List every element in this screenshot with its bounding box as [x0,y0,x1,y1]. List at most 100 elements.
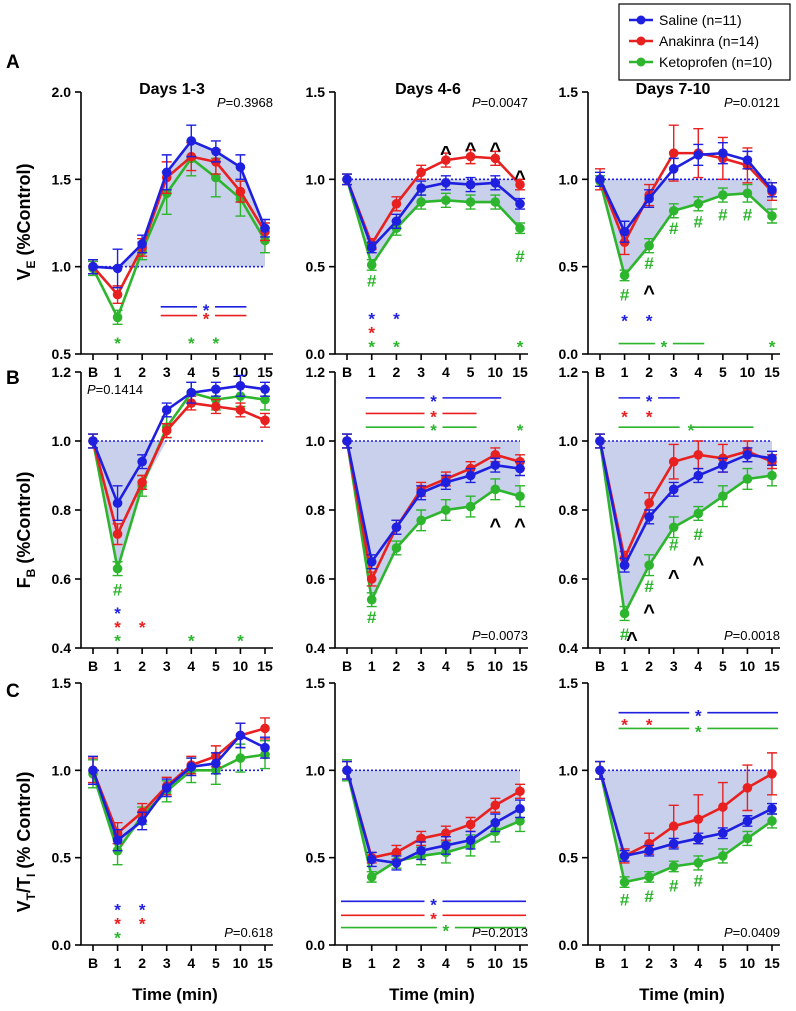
c3-ytick-label: 0.5 [559,850,579,866]
c2-ytick-label: 1.5 [306,675,326,691]
a3-point-ketoprofen [718,190,728,200]
c3-xtick-label: B [595,955,605,971]
b1-point-saline [211,384,221,395]
a1-line-saline [92,139,267,270]
legend-marker-anakinra [636,36,646,46]
b3-sig-caret: ^ [692,553,704,575]
c1-point-anakinra [260,723,270,734]
c2-sig-star: * [430,909,437,928]
a2-xtick-label: 3 [417,364,425,380]
c3-point-ketoprofen [619,877,630,887]
a3-p-value: P=0.0121 [724,95,780,110]
c3-sig-hash: # [669,877,679,896]
c3-point-anakinra [718,802,728,812]
a3-sig-star: * [661,338,668,357]
c2-point-anakinra [490,800,501,811]
b3-point-anakinra [693,450,704,460]
b2-ytick-label: 0.4 [306,640,326,656]
c1-sig-star: * [114,929,121,948]
a1-point-saline [137,239,147,249]
b3-p-value: P=0.0018 [724,628,780,643]
a2-point-saline [490,178,501,188]
a2-sig-caret: ^ [514,167,526,189]
a2-sig-caret: ^ [465,139,477,161]
b1-ytick-label: 1.0 [52,433,72,449]
b3-point-anakinra [668,456,679,467]
c3-shaded-region [600,770,772,883]
c1-ytick-label: 0.0 [52,937,72,953]
a2-point-saline [391,216,402,227]
b1-sig-star: * [114,604,121,623]
c1-point-saline [260,742,270,753]
c1-point-saline [137,816,147,826]
a1-ytick-label: 1.0 [52,259,72,275]
a1-line-anakinra [92,155,267,297]
c1-xtick-label: 2 [138,955,146,971]
a3-point-ketoprofen [668,205,679,216]
b3-point-ketoprofen [693,508,704,519]
ylabel-row-b: FB (%Control) [14,472,38,589]
c1-point-saline [211,758,221,769]
a3-ytick-label: 1.5 [559,84,579,100]
a1-line-ketoprofen [91,156,267,321]
a2-xtick-label: 2 [393,364,401,380]
c3-point-ketoprofen [718,851,728,861]
b3-xtick-label: 4 [694,658,702,674]
b2-line-ketoprofen [345,440,521,605]
a2-xtick-label: B [342,364,352,380]
b1-sig-star: * [114,618,121,637]
a1-point-saline [186,136,197,146]
a2-xtick-label: 4 [442,364,450,380]
b1-point-saline [260,384,270,395]
b1-point-anakinra [211,401,221,412]
b2-point-ketoprofen [391,543,402,553]
c3-ytick-label: 0.0 [559,937,579,953]
c3-xtick-label: 3 [670,955,678,971]
a1-p-value: P=0.3968 [217,95,273,110]
a3-sig-hash: # [743,205,753,224]
b1-sig-star: * [237,632,244,651]
c3-sig-star: * [695,722,702,741]
a3-point-saline [619,226,630,237]
legend-label-anakinra: Anakinra (n=14) [659,33,759,49]
b1-xtick-label: 5 [212,658,220,674]
b2-xtick-label: B [342,658,352,674]
b2-xtick-label: 5 [467,658,475,674]
b1-series-saline [88,374,270,522]
c3-point-anakinra [767,769,777,779]
b1-ytick-label: 1.2 [52,364,72,380]
c3-point-anakinra [668,821,679,832]
a3-point-saline [767,185,777,195]
b3-ytick-label: 1.0 [559,433,579,449]
b2-point-saline [490,460,501,470]
c2-point-anakinra [391,847,402,858]
b2-sig-hash: # [367,608,377,627]
a2-xtick-label: 1 [368,364,376,380]
a2-ytick-label: 1.5 [306,84,326,100]
b3-ytick-label: 0.8 [559,502,579,518]
b1-sig-star: * [188,632,195,651]
a3-xtick-label: B [595,364,605,380]
a3-sig-star: * [646,311,653,330]
a2-sig-caret: ^ [440,143,452,165]
panel-c-days-7-10: 0.00.51.01.5B 1 2 3 4 5 10 15P=0.0409** * *# ## # [559,675,780,971]
a3-point-saline [693,150,704,160]
panel-b-days-7-10: 0.40.60.81.01.2B 1 2 3 4 5 10 15P=0.0018** **###… [559,364,780,674]
b2-point-saline [416,487,426,498]
c2-point-saline [465,835,476,845]
c2-series-saline [342,760,525,871]
b3-point-saline [767,453,777,464]
b3-sig-star: * [688,421,695,440]
a1-point-anakinra [112,289,123,300]
b1-xtick-label: 2 [138,658,146,674]
b2-point-ketoprofen [366,594,377,605]
a1-xtick-label: 4 [187,364,195,380]
b2-sig-star: * [430,407,437,426]
a3-sig-caret: ^ [643,283,655,305]
a2-p-value: P=0.0047 [472,95,528,110]
b2-point-anakinra [490,450,501,460]
column-title-days-1-3: Days 1-3 [139,81,205,98]
b3-point-ketoprofen [767,470,777,481]
b2-point-ketoprofen [515,491,525,502]
b1-xtick-label: 15 [257,658,273,674]
